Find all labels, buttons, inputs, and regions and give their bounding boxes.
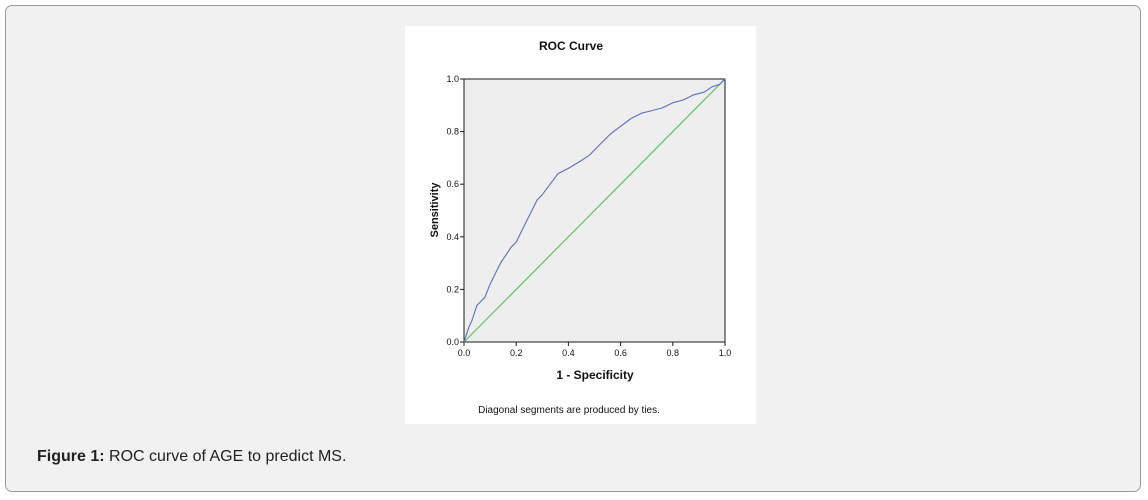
y-tick-label: 0.2 <box>446 284 459 294</box>
x-tick-label: 0.6 <box>614 348 627 358</box>
x-tick-label: 0.0 <box>458 348 471 358</box>
caption-text: ROC curve of AGE to predict MS. <box>104 448 347 465</box>
y-tick-label: 0.0 <box>446 337 459 347</box>
caption-label: Figure 1: <box>37 448 105 465</box>
roc-figure: ROC Curve 0.0 0.2 0.4 0.6 0.8 1.0 0.0 0.2 0.4 0.… <box>405 26 756 424</box>
y-tick-label: 0.6 <box>446 179 459 189</box>
chart-title: ROC Curve <box>539 39 603 53</box>
x-tick-label: 0.2 <box>510 348 523 358</box>
roc-curve-line <box>463 78 726 343</box>
chart-footnote: Diagonal segments are produced by ties. <box>478 405 660 416</box>
y-tick-label: 0.8 <box>446 127 459 137</box>
x-tick-label: 0.4 <box>562 348 575 358</box>
figure-caption: Figure 1: ROC curve of AGE to predict MS… <box>37 448 346 466</box>
reference-diagonal-line <box>463 78 726 343</box>
figure-frame: ROC Curve 0.0 0.2 0.4 0.6 0.8 1.0 0.0 0.2 0.4 0.… <box>5 5 1141 492</box>
x-axis-ticks: 0.0 0.2 0.4 0.6 0.8 1.0 <box>458 342 732 358</box>
y-axis-label: Sensitivity <box>429 182 441 238</box>
series-layer <box>463 78 726 343</box>
x-tick-label: 1.0 <box>719 348 732 358</box>
y-axis-ticks: 0.0 0.2 0.4 0.6 0.8 1.0 <box>446 74 464 347</box>
x-axis-label: 1 - Specificity <box>556 368 634 382</box>
y-tick-label: 1.0 <box>446 74 459 84</box>
x-tick-label: 0.8 <box>667 348 680 358</box>
roc-chart: ROC Curve 0.0 0.2 0.4 0.6 0.8 1.0 0.00.20.40.… <box>429 39 732 416</box>
y-tick-label: 0.4 <box>446 232 459 242</box>
